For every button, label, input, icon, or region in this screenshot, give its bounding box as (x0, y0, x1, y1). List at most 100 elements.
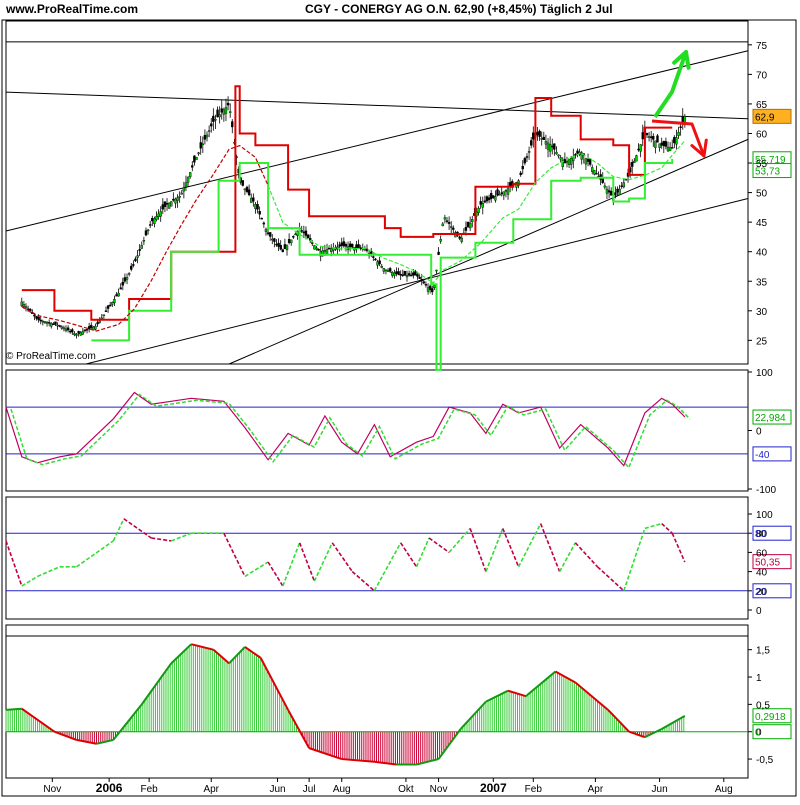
macd-ytick-label: -0,5 (756, 755, 774, 766)
macd-line-segment (459, 700, 487, 730)
candle-body (77, 330, 80, 334)
candle-body (228, 111, 232, 113)
candle-body (90, 325, 93, 329)
candle-body (311, 242, 314, 244)
candle-body (359, 247, 362, 249)
candle-body (391, 271, 394, 276)
rsi-segment (351, 570, 375, 592)
watermark: © ProRealTime.com (6, 351, 96, 362)
candle-body (357, 244, 360, 249)
candle-body (125, 277, 129, 280)
candle-body (658, 143, 661, 148)
candle-body (115, 294, 118, 297)
rsi-segment (644, 522, 662, 530)
candle-body (231, 121, 234, 128)
candle-body (677, 132, 680, 136)
green-arrow-head (672, 50, 691, 70)
moving-average-red (21, 144, 269, 332)
candle-body (529, 140, 533, 146)
candle-body (374, 258, 377, 261)
candle-body (378, 260, 381, 265)
candle-body (668, 147, 672, 151)
rsi-ytick-label: 0 (756, 606, 762, 617)
rsi-segment (123, 518, 152, 539)
stoch-k-line (5, 391, 686, 467)
x-month-label: Apr (203, 784, 219, 795)
price-ytick-label: 55 (756, 159, 768, 170)
candle-body (275, 243, 278, 246)
macd-line-segment (644, 728, 663, 739)
candle-body (584, 158, 588, 165)
candle-body (35, 316, 38, 319)
candle-body (399, 274, 402, 276)
candle-body (37, 316, 40, 321)
candle-body (551, 145, 554, 148)
candle-body (285, 245, 289, 251)
candle-body (304, 230, 308, 236)
rsi-segment (558, 542, 577, 572)
candle-body (565, 161, 569, 163)
price-ytick-label: 25 (756, 336, 768, 347)
candle-body (633, 160, 636, 163)
candle-body (542, 136, 546, 140)
macd-line-segment (341, 758, 375, 763)
rsi-segment (151, 537, 172, 542)
candle-body (544, 141, 548, 145)
outer-frame (1, 19, 797, 797)
stoch-ytick-label: 100 (756, 368, 773, 379)
candle-body (132, 264, 135, 266)
ma-tag-box (752, 163, 792, 179)
macd-line-segment (21, 707, 55, 733)
candle-body (117, 292, 120, 297)
candle-body (664, 141, 668, 147)
candle-body (96, 322, 99, 325)
candle-body (330, 248, 333, 252)
candle-body (654, 140, 657, 148)
candle-body (523, 158, 527, 164)
candle-body (41, 320, 45, 323)
candle-body (574, 154, 577, 156)
stoch-value-tag-text: 22,984 (755, 413, 786, 424)
macd-line-segment (228, 646, 246, 665)
candle-body (113, 299, 116, 303)
candle-body (20, 301, 23, 306)
candle-body (207, 130, 211, 132)
candle-body (609, 191, 613, 196)
candle-body (296, 230, 299, 236)
candle-body (102, 314, 106, 316)
candle-body (588, 158, 592, 165)
candle-body (498, 194, 501, 196)
candle-body (616, 188, 619, 193)
candle-body (226, 102, 230, 106)
candle-body (412, 272, 415, 276)
red-stop-line (21, 85, 673, 321)
candle-body (418, 276, 421, 279)
red-arrow-head (690, 138, 708, 158)
trendline (5, 50, 749, 232)
candle-body (500, 192, 503, 194)
candle-body (395, 271, 398, 274)
candle-body (593, 170, 596, 175)
rsi-segment (400, 542, 418, 568)
macd-line-segment (212, 648, 230, 665)
price-ytick-label: 35 (756, 277, 768, 288)
price-ytick-label: 50 (756, 189, 768, 200)
candle-body (252, 197, 255, 202)
last-price-tag-text: 62,9 (755, 112, 775, 123)
candle-body (466, 221, 470, 228)
macd-panel-frame (5, 624, 749, 779)
rsi-segment (267, 561, 284, 587)
candle-body (203, 134, 207, 140)
stoch-level-tag-box (752, 446, 792, 462)
candle-body (161, 204, 165, 210)
candle-body (580, 152, 583, 160)
candle-body (567, 159, 571, 165)
rsi-segment (112, 518, 125, 542)
candle-body (58, 325, 61, 327)
site-url[interactable]: www.ProRealTime.com (5, 2, 138, 16)
candle-body (271, 238, 274, 241)
candle-body (127, 273, 131, 275)
stochastic-panel-frame (5, 369, 749, 492)
